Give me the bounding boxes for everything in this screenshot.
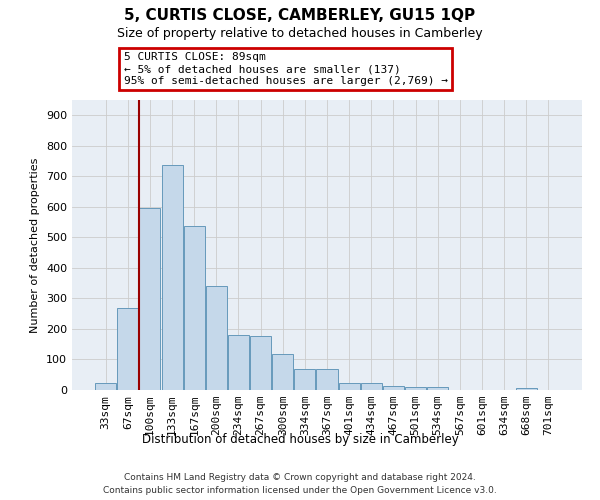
Text: 5 CURTIS CLOSE: 89sqm
← 5% of detached houses are smaller (137)
95% of semi-deta: 5 CURTIS CLOSE: 89sqm ← 5% of detached h… bbox=[124, 52, 448, 86]
Bar bbox=[228, 335, 249, 390]
Bar bbox=[118, 308, 139, 390]
Bar bbox=[95, 384, 116, 390]
Bar bbox=[161, 164, 182, 390]
Text: 5, CURTIS CLOSE, CAMBERLEY, GU15 1QP: 5, CURTIS CLOSE, CAMBERLEY, GU15 1QP bbox=[124, 8, 476, 22]
Bar bbox=[361, 384, 382, 390]
Bar bbox=[250, 336, 271, 390]
Bar bbox=[206, 286, 227, 390]
Bar bbox=[272, 354, 293, 390]
Bar bbox=[316, 369, 338, 390]
Text: Contains public sector information licensed under the Open Government Licence v3: Contains public sector information licen… bbox=[103, 486, 497, 495]
Bar bbox=[515, 388, 536, 390]
Text: Size of property relative to detached houses in Camberley: Size of property relative to detached ho… bbox=[117, 28, 483, 40]
Bar bbox=[383, 386, 404, 390]
Bar bbox=[295, 369, 316, 390]
Bar bbox=[427, 387, 448, 390]
Bar bbox=[405, 387, 426, 390]
Text: Distribution of detached houses by size in Camberley: Distribution of detached houses by size … bbox=[142, 432, 458, 446]
Bar bbox=[139, 208, 160, 390]
Bar bbox=[338, 384, 359, 390]
Bar bbox=[184, 226, 205, 390]
Text: Contains HM Land Registry data © Crown copyright and database right 2024.: Contains HM Land Registry data © Crown c… bbox=[124, 472, 476, 482]
Y-axis label: Number of detached properties: Number of detached properties bbox=[31, 158, 40, 332]
